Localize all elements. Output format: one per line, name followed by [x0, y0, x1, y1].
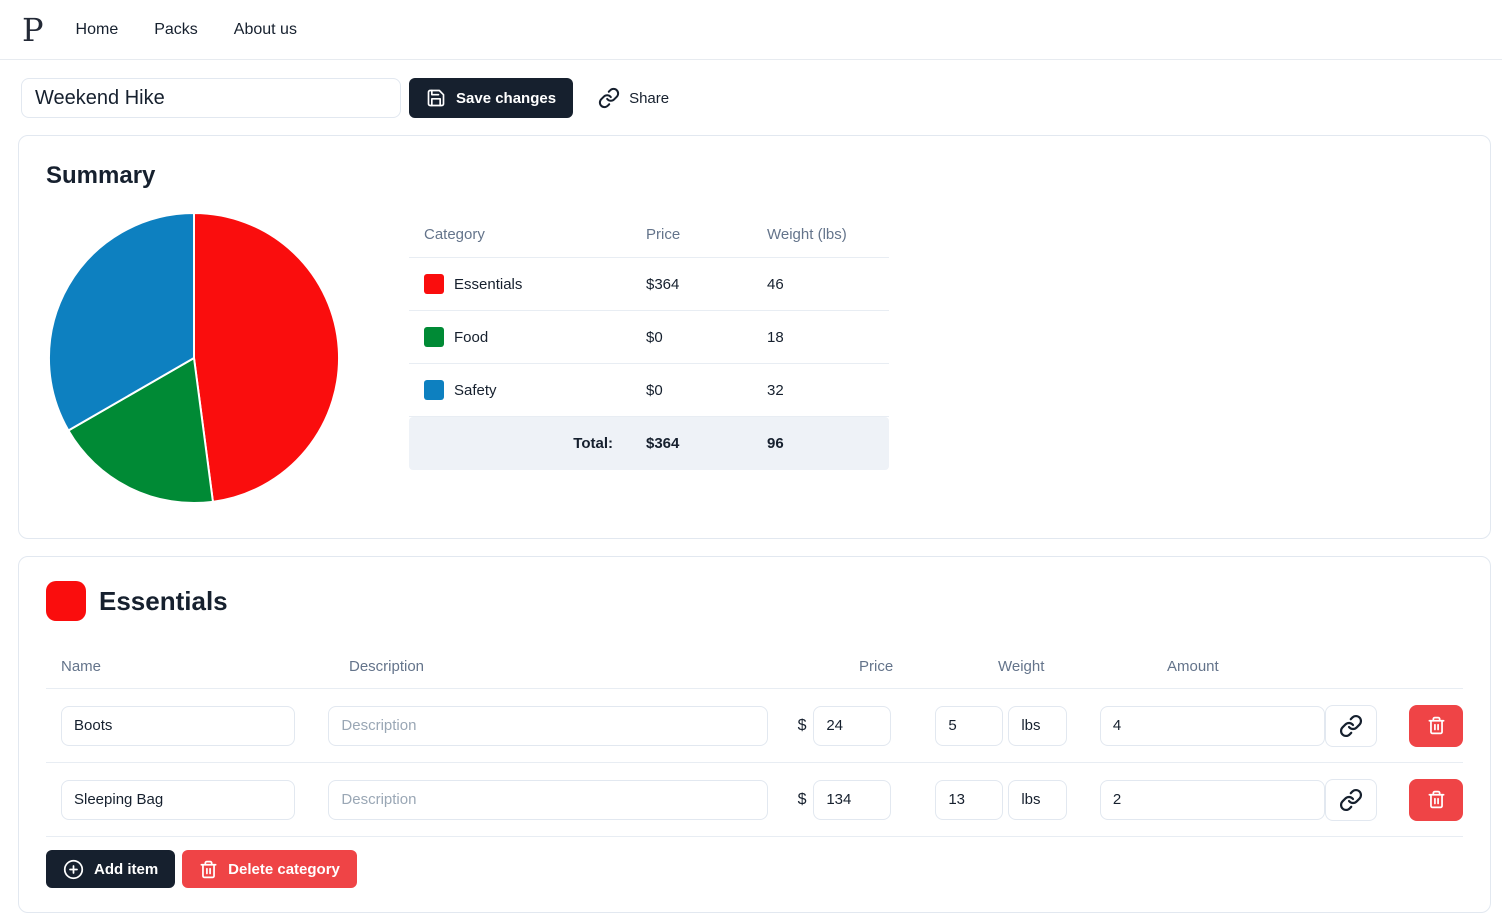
summary-row-label: Essentials [454, 275, 523, 293]
pie-slice-food [67, 356, 215, 505]
category-title: Essentials [99, 585, 228, 616]
item-weight-input[interactable] [935, 705, 1004, 746]
summary-row-food: Food $0 18 [409, 311, 889, 364]
item-delete-button[interactable] [1409, 778, 1463, 821]
add-item-label: Add item [94, 860, 159, 878]
items-table-header: Name Description Price Weight Amount [46, 645, 1463, 689]
item-description-input[interactable] [328, 705, 768, 746]
items-header-description: Description [349, 658, 425, 675]
summary-row-safety: Safety $0 32 [409, 364, 889, 417]
items-header-name: Name [61, 658, 102, 675]
nav-item-about-us[interactable]: About us [233, 20, 297, 38]
navbar: P Home Packs About us [0, 0, 1502, 60]
summary-total-row: Total: $364 96 [409, 417, 889, 470]
summary-table: Category Price Weight (lbs) Essentials $… [409, 212, 889, 506]
item-link-button[interactable] [1324, 704, 1378, 747]
summary-row-weight: 32 [767, 381, 784, 399]
summary-card: Summary Category Price Weight (lbs) Esse… [18, 135, 1491, 539]
item-amount-input[interactable] [1099, 705, 1325, 746]
category-actions: Add item Delete category [46, 850, 1463, 888]
summary-total-price: $364 [646, 435, 680, 452]
item-price-input[interactable] [813, 779, 892, 820]
share-button[interactable]: Share [592, 86, 675, 110]
summary-total-label: Total: [573, 435, 613, 452]
item-delete-button[interactable] [1409, 704, 1463, 747]
summary-total-weight: 96 [767, 435, 784, 452]
plus-circle-icon [63, 859, 84, 880]
nav-item-home[interactable]: Home [75, 20, 119, 38]
currency-symbol: $ [797, 790, 807, 808]
item-price-input[interactable] [813, 705, 892, 746]
summary-row-label: Food [454, 328, 489, 346]
category-card-essentials: Essentials Name Description Price Weight… [18, 556, 1491, 913]
item-link-button[interactable] [1324, 778, 1378, 821]
summary-row-price: $0 [646, 381, 663, 399]
trash-icon [199, 860, 218, 879]
pie-chart-container [46, 210, 376, 506]
category-header: Essentials [46, 581, 1463, 621]
safety-color-swatch [424, 380, 444, 400]
item-name-input[interactable] [61, 779, 296, 820]
items-header-amount: Amount [1167, 658, 1219, 675]
save-changes-button[interactable]: Save changes [409, 78, 574, 118]
add-item-button[interactable]: Add item [46, 850, 176, 888]
pie-slice-safety [47, 211, 195, 432]
summary-header-weight: Weight (lbs) [767, 226, 847, 243]
summary-row-essentials: Essentials $364 46 [409, 258, 889, 311]
share-label: Share [629, 89, 670, 107]
pack-toolbar: Save changes Share [0, 60, 1502, 118]
category-color-swatch[interactable] [46, 581, 86, 621]
currency-symbol: $ [797, 716, 807, 734]
link-icon [1339, 788, 1363, 812]
summary-header-category: Category [424, 226, 485, 243]
link-icon [1339, 714, 1363, 738]
logo-p-icon[interactable]: P [22, 10, 44, 49]
items-header-price: Price [859, 658, 894, 675]
save-icon [426, 88, 446, 108]
essentials-color-swatch [424, 274, 444, 294]
summary-title: Summary [46, 162, 156, 189]
item-row-sleeping-bag: $ lbs [46, 763, 1463, 837]
delete-category-button[interactable]: Delete category [182, 850, 357, 888]
trash-icon [1427, 716, 1446, 735]
nav-item-packs[interactable]: Packs [154, 20, 198, 38]
summary-header-price: Price [646, 226, 681, 243]
item-weight-input[interactable] [935, 779, 1004, 820]
save-changes-label: Save changes [456, 89, 557, 107]
summary-row-price: $0 [646, 328, 663, 346]
weight-unit-select[interactable]: lbs [1008, 779, 1067, 820]
summary-row-price: $364 [646, 275, 680, 293]
item-description-input[interactable] [328, 779, 768, 820]
items-header-weight: Weight [998, 658, 1045, 675]
pie-chart [47, 211, 341, 505]
item-name-input[interactable] [61, 705, 296, 746]
trash-icon [1427, 790, 1446, 809]
item-row-boots: $ lbs [46, 689, 1463, 763]
summary-row-weight: 18 [767, 328, 784, 346]
delete-category-label: Delete category [228, 860, 340, 878]
link-icon [598, 87, 620, 109]
summary-row-label: Safety [454, 381, 497, 399]
weight-unit-select[interactable]: lbs [1008, 705, 1067, 746]
pack-name-input[interactable] [21, 78, 401, 118]
pie-slice-essentials [193, 211, 341, 503]
item-amount-input[interactable] [1099, 779, 1325, 820]
summary-row-weight: 46 [767, 275, 784, 293]
items-table: Name Description Price Weight Amount $ l… [46, 645, 1463, 837]
summary-table-header: Category Price Weight (lbs) [409, 212, 889, 258]
food-color-swatch [424, 327, 444, 347]
